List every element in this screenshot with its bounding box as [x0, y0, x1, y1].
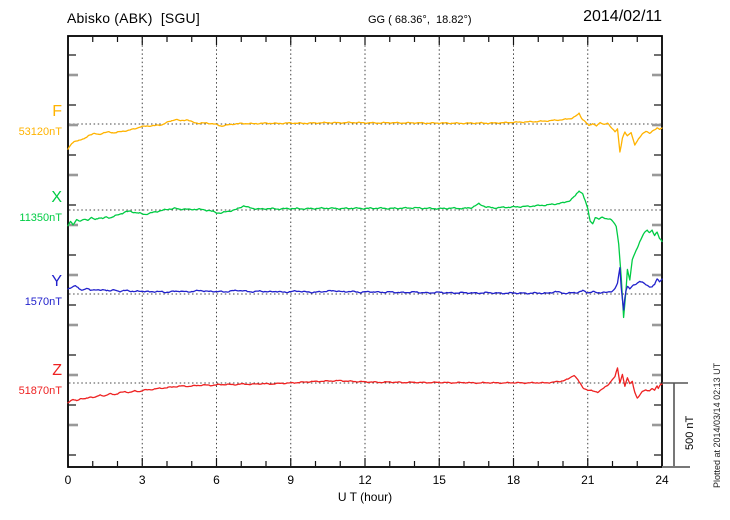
x-tick-label: 3 — [138, 473, 146, 487]
channel-letter-x: X — [51, 189, 62, 206]
channel-baseline-z: 51870nT — [18, 385, 62, 397]
channel-letter-z: Z — [52, 362, 62, 379]
x-tick-label: 6 — [213, 473, 220, 487]
x-tick-label: 9 — [287, 473, 295, 487]
channel-baseline-f: 53120nT — [18, 126, 62, 138]
x-tick-label: 18 — [506, 473, 521, 487]
x-axis-title: U T (hour) — [337, 490, 393, 504]
x-tick-label: 21 — [581, 473, 595, 487]
x-tick-label: 15 — [432, 473, 446, 487]
trace-X — [67, 190, 663, 319]
x-tick-label: 12 — [358, 473, 372, 487]
channel-baseline-y: 1570nT — [24, 296, 62, 308]
trace-F — [67, 112, 663, 153]
trace-Z — [67, 367, 663, 404]
channel-baseline-x: 11350nT — [19, 212, 62, 224]
trace-Y — [67, 267, 663, 311]
plotted-timestamp: Plotted at 2014/03/14 02:13 UT — [712, 362, 722, 488]
x-tick-label: 0 — [64, 473, 72, 487]
scale-bar-label: 500 nT — [684, 415, 696, 450]
x-tick-label: 24 — [655, 473, 669, 487]
plot-frame — [67, 35, 663, 468]
geographic-coordinates: GG ( 68.36°, 18.82°) — [368, 14, 472, 26]
plot-date: 2014/02/11 — [583, 8, 662, 25]
channel-letter-y: Y — [51, 273, 62, 290]
station-title: Abisko (ABK) [SGU] — [67, 10, 200, 26]
channel-letter-f: F — [52, 103, 62, 120]
